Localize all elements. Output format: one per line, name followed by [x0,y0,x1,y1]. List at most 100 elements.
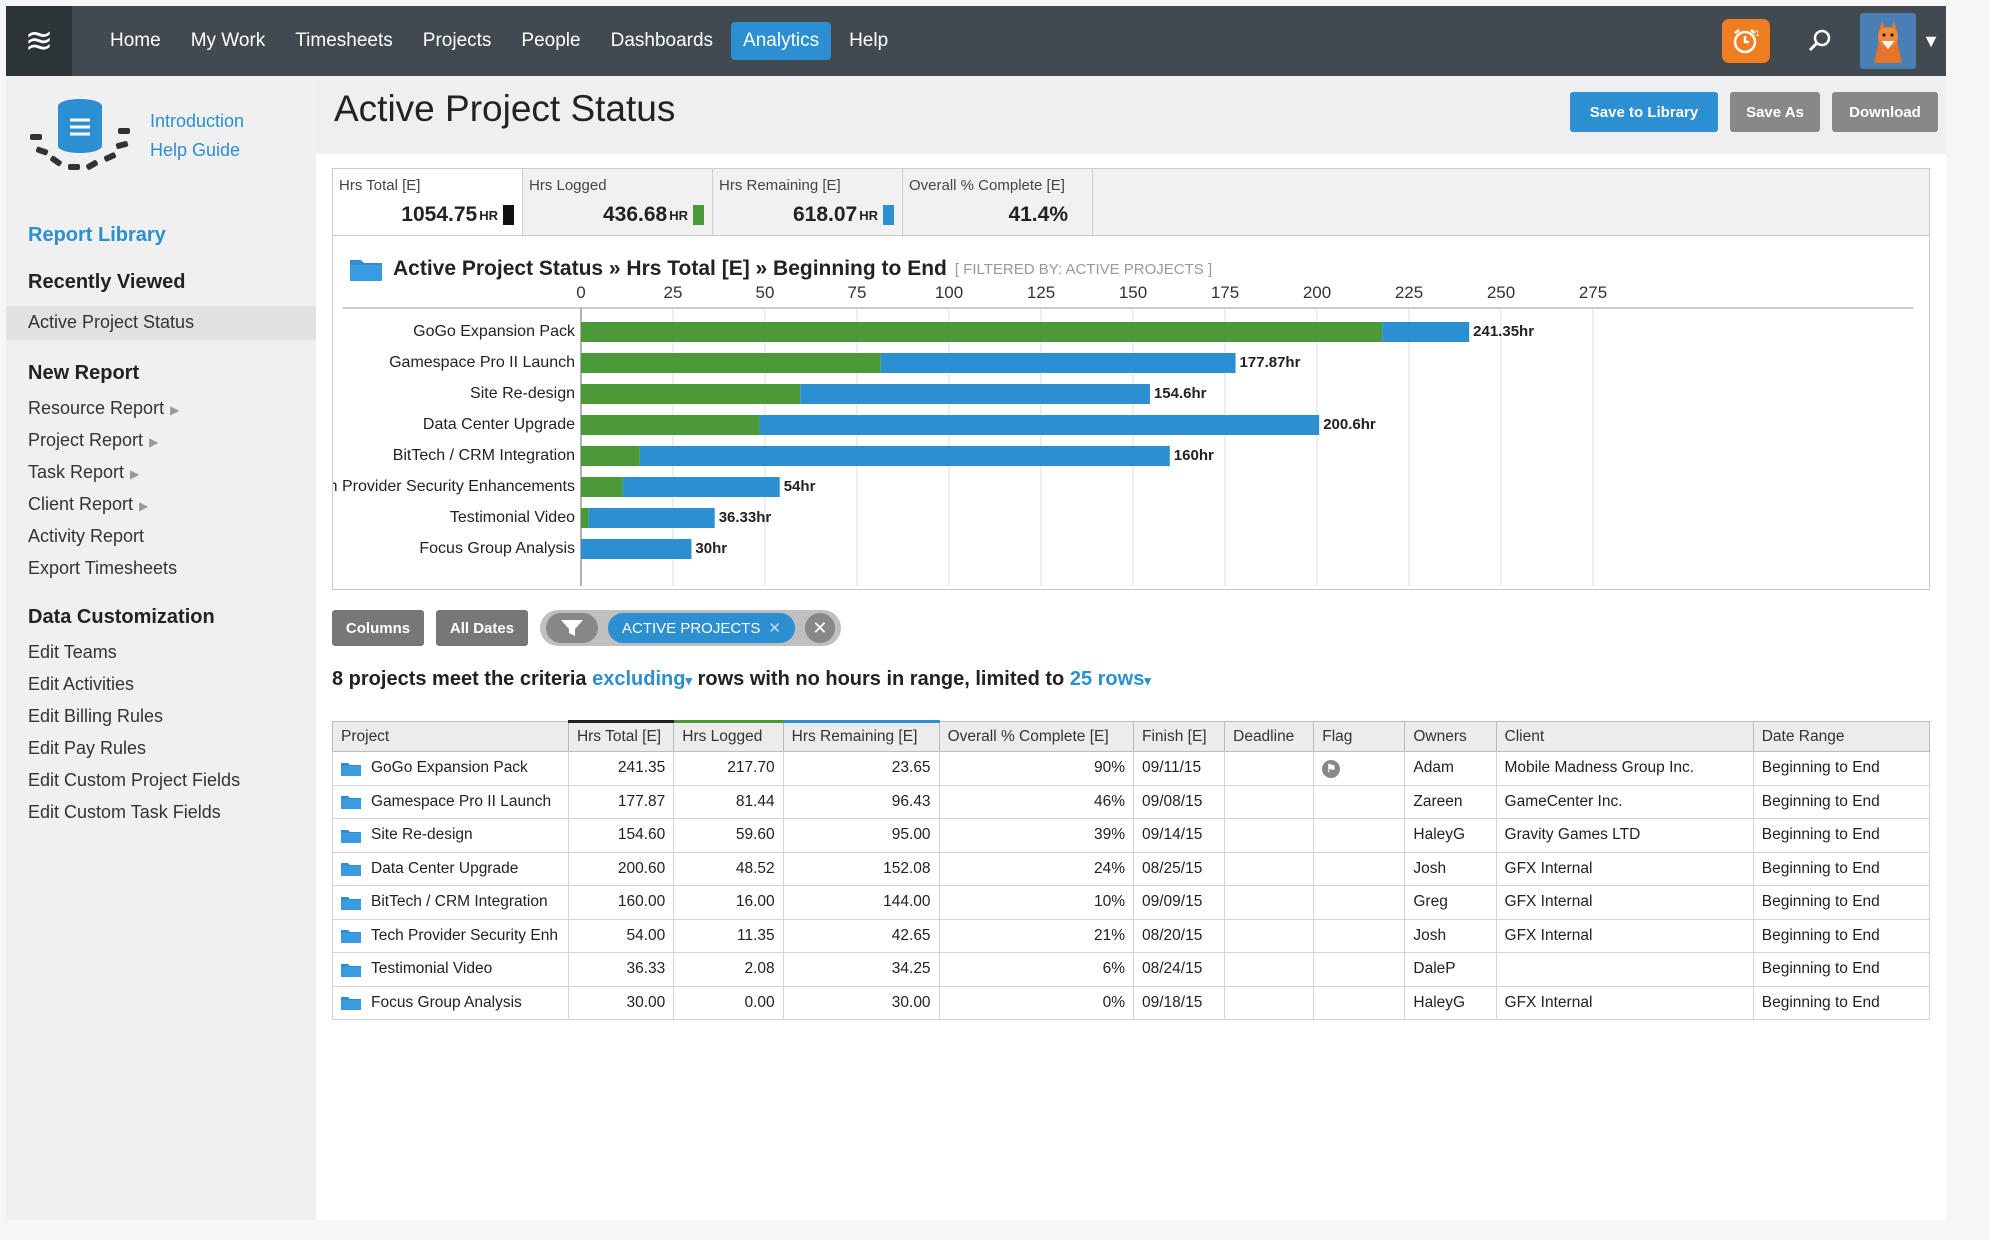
project-name[interactable]: Tech Provider Security Enhancements [371,926,557,944]
cell-flag[interactable] [1313,885,1406,920]
edit-pay-rules-item[interactable]: Edit Pay Rules [28,738,147,758]
user-avatar[interactable] [1860,13,1916,69]
col-project[interactable]: Project [332,721,569,752]
data-customization-heading: Data Customization [28,606,215,628]
clear-filter-icon[interactable]: ✕ [804,613,835,643]
nav-projects[interactable]: Projects [422,30,492,51]
nav-analytics[interactable]: Analytics [731,22,832,60]
nav-my-work[interactable]: My Work [190,30,266,51]
data-label: 36.33hr [719,509,772,526]
recent-item-active-project-status[interactable]: Active Project Status [28,312,195,332]
cell-flag[interactable] [1313,985,1406,1020]
cell-flag[interactable] [1313,851,1406,886]
project-report-item[interactable]: Project Report ▶ [28,430,158,451]
nav-timesheets[interactable]: Timesheets [295,30,393,51]
col-overall-complete[interactable]: Overall % Complete [E] [938,721,1134,752]
project-name[interactable]: Data Center Upgrade [371,859,519,877]
project-name[interactable]: Focus Group Analysis [371,993,522,1011]
save-as-button[interactable]: Save As [1730,92,1820,132]
col-hrs-total[interactable]: Hrs Total [E] [567,720,675,752]
introduction-link[interactable]: Introduction [150,111,245,131]
stat-hrs-logged[interactable]: Hrs Logged 436.68 HR [523,169,713,235]
columns-button[interactable]: Columns [332,610,424,646]
resource-report-item[interactable]: Resource Report ▶ [28,398,179,419]
edit-activities-item[interactable]: Edit Activities [28,674,135,694]
col-hrs-remaining[interactable]: Hrs Remaining [E] [782,720,940,752]
col-date-range[interactable]: Date Range [1752,721,1931,752]
cell-project[interactable]: Focus Group Analysis [332,985,569,1020]
client-report-item[interactable]: Client Report ▶ [28,494,148,515]
nav-people[interactable]: People [521,30,581,51]
table-row[interactable]: Site Re-design 154.60 59.60 95.00 39% 09/14/1… [332,818,1931,853]
project-cell-content: Focus Group Analysis [341,994,557,1012]
folder-icon [341,997,361,1011]
all-dates-button[interactable]: All Dates [436,610,528,646]
col-hrs-logged[interactable]: Hrs Logged [673,720,784,752]
cell-project[interactable]: Site Re-design [332,818,569,853]
stat-hrs-total[interactable]: Hrs Total [E] 1054.75 HR [333,169,523,235]
col-flag[interactable]: Flag [1313,721,1406,752]
col-client[interactable]: Client [1495,721,1754,752]
x-tick-label: 200 [1303,286,1331,302]
col-finish[interactable]: Finish [E] [1132,721,1226,752]
cell-project[interactable]: GoGo Expansion Pack [332,751,569,786]
report-library-link[interactable]: Report Library [28,224,166,246]
cell-flag[interactable] [1313,818,1406,853]
activity-report-item[interactable]: Activity Report [28,526,145,546]
table-row[interactable]: Testimonial Video 36.33 2.08 34.25 6% 08/24/1… [332,952,1931,987]
flag-icon[interactable]: ⚑ [1322,759,1341,778]
alarm-clock-icon[interactable]: 1 [1722,19,1770,63]
table-row[interactable]: Gamespace Pro II Launch 177.87 81.44 96.43 4… [332,784,1931,819]
nav-home[interactable]: Home [110,30,161,51]
project-name[interactable]: GoGo Expansion Pack [371,759,528,777]
help-guide-link[interactable]: Help Guide [150,140,241,160]
active-projects-chip[interactable]: ACTIVE PROJECTS ✕ [608,613,795,643]
cell-project[interactable]: Gamespace Pro II Launch [332,784,569,819]
table-row[interactable]: BitTech / CRM Integration 160.00 16.00 144.… [332,885,1931,920]
project-name[interactable]: Site Re-design [371,826,473,844]
project-name[interactable]: Gamespace Pro II Launch [371,792,552,810]
bar-segment [880,353,1236,373]
menu-icon[interactable]: ≋ [6,6,72,76]
edit-custom-project-fields-item[interactable]: Edit Custom Project Fields [28,770,241,790]
task-report-item[interactable]: Task Report ▶ [28,462,139,483]
edit-custom-task-fields-item[interactable]: Edit Custom Task Fields [28,802,221,822]
stat-hrs-remaining[interactable]: Hrs Remaining [E] 618.07 HR [713,169,903,235]
cell-project[interactable]: BitTech / CRM Integration [332,885,569,920]
table-row[interactable]: GoGo Expansion Pack 241.35 217.70 23.65 90% 0… [332,751,1931,786]
export-timesheets-item[interactable]: Export Timesheets [28,558,178,578]
save-to-library-button[interactable]: Save to Library [1570,92,1718,132]
download-button[interactable]: Download [1832,92,1938,132]
cell-flag[interactable]: ⚑ [1313,751,1406,786]
cell-flag[interactable] [1313,952,1406,987]
search-icon[interactable] [1802,23,1838,59]
x-tick-label: 50 [756,286,775,302]
table-row[interactable]: Tech Provider Security Enhancements 54.00… [332,918,1931,953]
chip-remove-icon[interactable]: ✕ [768,620,781,637]
chevron-down-icon[interactable]: ▼ [1922,30,1940,51]
cell-flag[interactable] [1313,918,1406,953]
excluding-dropdown[interactable]: excluding▾ [592,668,692,690]
cell-hrs-remaining: 152.08 [782,851,940,886]
edit-teams-item[interactable]: Edit Teams [28,642,117,662]
cell-project[interactable]: Data Center Upgrade [332,851,569,886]
col-owners[interactable]: Owners [1404,721,1497,752]
project-name[interactable]: BitTech / CRM Integration [371,893,548,911]
cell-project[interactable]: Testimonial Video [332,952,569,987]
nav-dashboards[interactable]: Dashboards [610,30,714,51]
col-deadline[interactable]: Deadline [1224,721,1315,752]
project-name[interactable]: Testimonial Video [371,960,493,978]
cell-date-range: Beginning to End [1752,751,1931,786]
chevron-down-icon: ▾ [1144,673,1151,688]
funnel-icon[interactable] [546,613,598,643]
nav-help[interactable]: Help [849,30,889,51]
table-row[interactable]: Data Center Upgrade 200.60 48.52 152.08 24% 0… [332,851,1931,886]
recent-item-active-row[interactable] [6,306,316,340]
x-tick-label: 250 [1487,286,1515,302]
stat-overall-complete[interactable]: Overall % Complete [E] 41.4% [903,169,1093,235]
cell-flag[interactable] [1313,784,1406,819]
edit-billing-rules-item[interactable]: Edit Billing Rules [28,706,164,726]
cell-project[interactable]: Tech Provider Security Enhancements [332,918,569,953]
table-row[interactable]: Focus Group Analysis 30.00 0.00 30.00 0% 09/1… [332,985,1931,1020]
rows-limit-dropdown[interactable]: 25 rows▾ [1070,668,1151,690]
